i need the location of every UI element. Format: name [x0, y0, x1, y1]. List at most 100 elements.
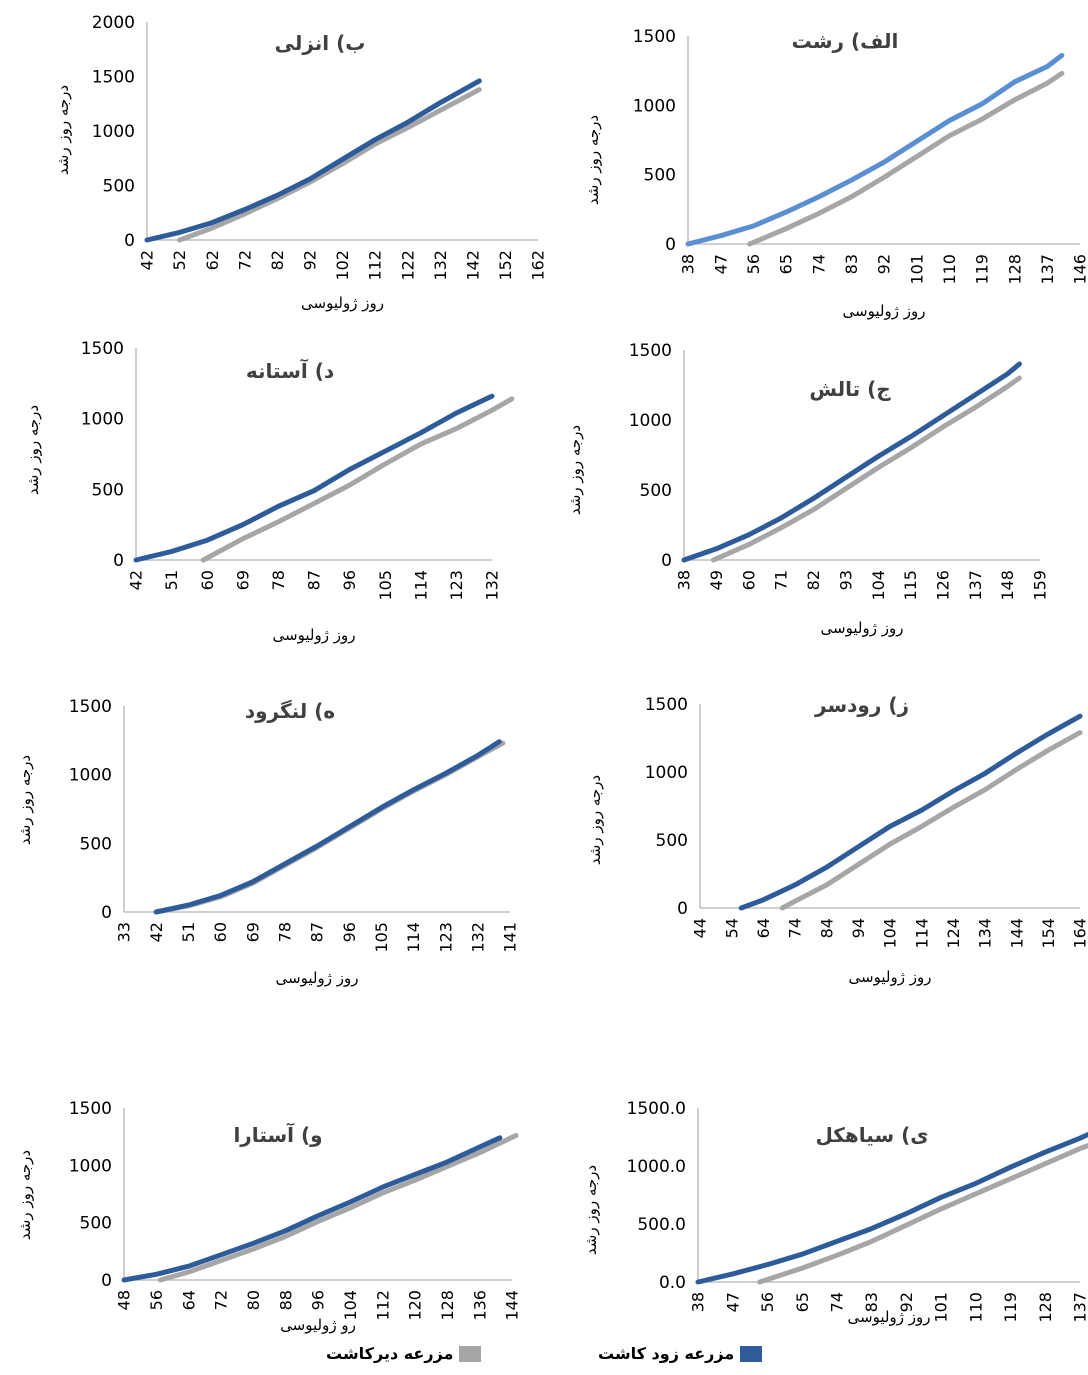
y-tick-label: 1000 [81, 410, 124, 430]
chart-3: 0 500 1000 1500 42 51 60 69 78 87 96 105 114 123 132 د)… [24, 339, 515, 644]
series-line-late [710, 375, 1022, 563]
x-tick-label: 132 [483, 570, 502, 601]
x-tick-label: 105 [376, 570, 395, 601]
x-axis-label: رو ژولیوسی [280, 1316, 356, 1334]
chart-title: ز) رودسر [814, 693, 909, 717]
x-tick-label: 102 [333, 250, 352, 281]
x-tick-label: 56 [758, 1292, 777, 1312]
x-tick-label: 72 [235, 250, 254, 270]
x-tick-label: 56 [147, 1290, 166, 1310]
x-tick-label: 94 [849, 918, 868, 938]
y-tick-label: 500 [80, 1214, 112, 1234]
x-tick-label: 56 [744, 254, 763, 274]
x-tick-label: 110 [940, 254, 959, 285]
legend-label-early: مزرعه زود کاشت [598, 1344, 735, 1363]
x-tick-label: 74 [809, 254, 828, 274]
x-tick-label: 65 [793, 1292, 812, 1312]
series-line-early [144, 78, 482, 243]
x-tick-label: 144 [1007, 918, 1026, 949]
x-tick-label: 74 [786, 918, 805, 938]
y-tick-label: 500 [640, 481, 672, 501]
x-tick-label: 104 [341, 1290, 360, 1321]
x-tick-label: 38 [689, 1292, 708, 1312]
x-tick-label: 122 [398, 250, 417, 281]
y-tick-label: 500 [80, 834, 112, 854]
x-tick-label: 104 [881, 918, 900, 949]
x-tick-label: 114 [411, 570, 430, 601]
y-tick-label: 0 [113, 551, 124, 571]
legend: مزرعه زود کاشت مزرعه دیرکاشت [0, 1344, 1088, 1368]
x-tick-label: 96 [309, 1290, 328, 1310]
x-tick-label: 78 [269, 570, 288, 590]
x-tick-label: 141 [501, 922, 520, 953]
x-tick-label: 115 [901, 570, 920, 601]
x-tick-label: 136 [470, 1290, 489, 1321]
x-tick-label: 51 [162, 570, 181, 590]
x-tick-label: 42 [138, 250, 157, 270]
x-tick-label: 47 [711, 254, 730, 274]
series-line-early [685, 52, 1065, 247]
x-axis-label: روز ژولیوسی [849, 968, 932, 986]
x-tick-label: 134 [976, 918, 995, 949]
chart-title: ی) سیاهکل [815, 1123, 928, 1147]
chart-2: 0 500 1000 1500 38 47 56 65 74 83 92 101 110 119 128 13… [584, 27, 1088, 320]
y-tick-label: 1500 [92, 68, 135, 88]
chart-title: ب) انزلی [275, 31, 366, 55]
y-axis-label: درجه روز رشد [584, 115, 602, 205]
chart-title: الف) رشت [792, 29, 899, 53]
y-tick-label: 1000 [633, 96, 676, 116]
y-tick-label: 1000 [69, 766, 112, 786]
y-tick-label: 1500 [81, 339, 124, 359]
series-line-early [153, 739, 502, 915]
chart-title: ه) لنگرود [245, 699, 335, 723]
series-line-late [779, 730, 1083, 911]
x-tick-label: 162 [529, 250, 548, 281]
y-tick-label: 1500 [69, 697, 112, 717]
legend-label-late: مزرعه دیرکاشت [326, 1344, 454, 1363]
series-line-late [177, 87, 482, 243]
x-tick-label: 114 [912, 918, 931, 949]
chart-8: 0.0 500.0 1000.0 1500.0 38 47 56 65 74 83 92 101 110… [582, 1099, 1088, 1326]
x-tick-label: 51 [179, 922, 198, 942]
y-tick-label: 500 [644, 166, 676, 186]
x-tick-label: 69 [233, 570, 252, 590]
x-tick-label: 137 [966, 570, 985, 601]
x-tick-label: 132 [468, 922, 487, 953]
chart-6: 0 500 1000 1500 44 54 64 74 84 94 104 114 124 134 144 1… [586, 693, 1088, 986]
x-tick-label: 104 [869, 570, 888, 601]
x-tick-label: 146 [1071, 254, 1088, 285]
x-tick-label: 164 [1071, 918, 1088, 949]
x-tick-label: 78 [275, 922, 294, 942]
x-tick-label: 128 [438, 1290, 457, 1321]
x-tick-label: 154 [1039, 918, 1058, 949]
y-axis-label: درجه روز رشد [586, 775, 604, 865]
series-line-early [133, 393, 495, 563]
x-tick-label: 105 [372, 922, 391, 953]
chart-title: و) آستارا [233, 1122, 322, 1147]
chart-7: 0 500 1000 1500 48 56 64 72 80 88 96 104 112 120 128 13… [16, 1099, 522, 1334]
x-tick-label: 48 [115, 1290, 134, 1310]
legend-item-early: مزرعه زود کاشت [598, 1344, 763, 1363]
y-axis-label: درجه روز رشد [54, 85, 72, 175]
chart-5: 0 500 1000 1500 33 42 51 60 69 78 87 96 105 114 123 132… [16, 697, 520, 987]
x-tick-label: 54 [722, 918, 741, 938]
x-tick-label: 52 [170, 250, 189, 270]
y-tick-label: 0 [124, 231, 135, 251]
x-tick-label: 119 [973, 254, 992, 285]
x-tick-label: 65 [777, 254, 796, 274]
x-tick-label: 82 [268, 250, 287, 270]
x-axis-label: روز ژولیوسی [843, 302, 926, 320]
x-tick-label: 142 [463, 250, 482, 281]
x-tick-label: 96 [340, 922, 359, 942]
x-tick-label: 87 [308, 922, 327, 942]
y-tick-label: 1000 [645, 763, 688, 783]
x-tick-label: 92 [897, 1292, 916, 1312]
x-tick-label: 126 [934, 570, 953, 601]
x-tick-label: 64 [179, 1290, 198, 1310]
x-tick-label: 47 [723, 1292, 742, 1312]
y-tick-label: 0 [661, 551, 672, 571]
series-line-late [157, 1133, 519, 1283]
x-tick-label: 84 [817, 918, 836, 938]
chart-1: 0 500 1000 1500 2000 42 52 62 72 82 92 102 112 122 132… [54, 13, 548, 312]
